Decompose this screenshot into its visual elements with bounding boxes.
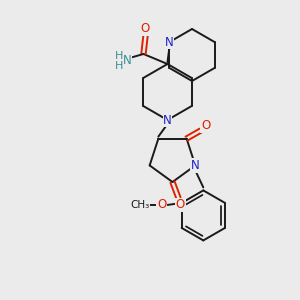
Text: N: N	[123, 55, 132, 68]
Text: CH₃: CH₃	[130, 200, 149, 210]
Text: H: H	[115, 51, 124, 61]
Text: O: O	[157, 198, 166, 212]
Text: O: O	[141, 22, 150, 35]
Text: N: N	[163, 113, 172, 127]
Text: N: N	[191, 159, 200, 172]
Text: O: O	[201, 119, 210, 132]
Text: O: O	[176, 199, 185, 212]
Text: H: H	[115, 61, 124, 71]
Text: N: N	[165, 35, 174, 49]
